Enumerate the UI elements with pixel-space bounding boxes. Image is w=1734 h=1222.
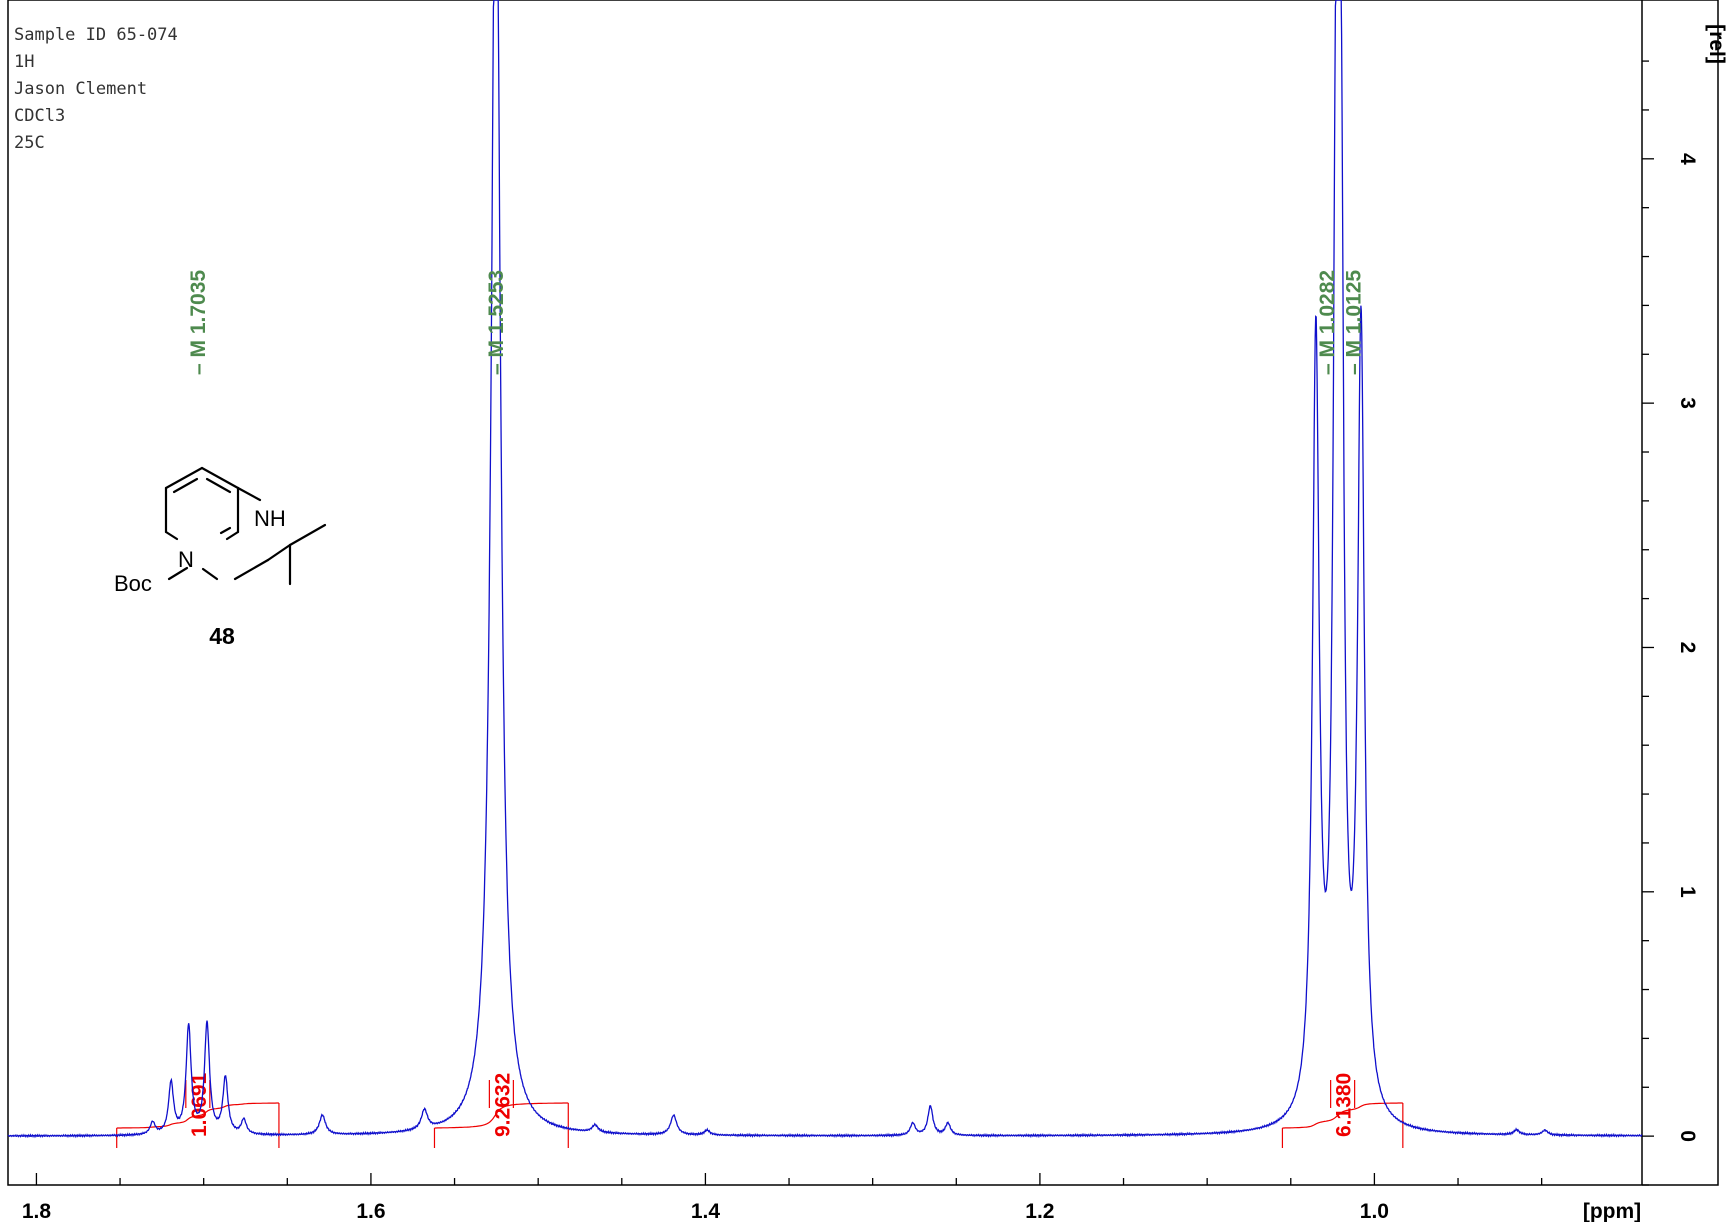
peak-label: – M 1.7035 (187, 270, 210, 375)
y-tick-label: 0 (1676, 1130, 1699, 1142)
peak-label: – M 1.0282 (1316, 270, 1339, 375)
integral-curve (434, 1102, 569, 1129)
y-tick-label: 2 (1676, 642, 1699, 654)
y-axis-ticks: 0 1 2 3 4 (1642, 60, 1699, 1186)
spectrum-line (7, 0, 1643, 1139)
integral-curves: 1.0691 9.2632 6.1380 (116, 1072, 1404, 1148)
molecule-structure (164, 466, 327, 586)
header-line-solvent: CDCl3 (14, 106, 65, 126)
compound-number: 48 (209, 623, 235, 649)
integral-value: 9.2632 (491, 1073, 514, 1137)
structure-label-boc: Boc (114, 571, 152, 596)
header-line-sample: Sample ID 65-074 (14, 25, 178, 45)
y-tick-label: 4 (1676, 153, 1699, 165)
x-axis-ticks: 1.8 1.6 1.4 1.2 1.0 (22, 1173, 1543, 1222)
peak-label: – M 1.5253 (485, 270, 508, 375)
peak-label: – M 1.0125 (1342, 270, 1365, 375)
peak-labels: – M 1.7035 – M 1.5253 – M 1.0282– M 1.0125 (187, 270, 1366, 375)
structure-label-n: N (178, 547, 194, 572)
structure-label-nh: NH (254, 506, 286, 531)
header-line-nucleus: 1H (14, 52, 34, 72)
integral-value: 1.0691 (188, 1072, 211, 1137)
integral-value: 6.1380 (1333, 1073, 1356, 1137)
header-block: Sample ID 65-074 1H Jason Clement CDCl3 … (14, 25, 178, 153)
x-tick-label: 1.6 (356, 1200, 385, 1222)
integral-curve (116, 1102, 279, 1129)
plot-frame (7, 0, 1719, 1186)
y-axis-label: [rel] (1705, 24, 1728, 64)
integral-curve (1282, 1102, 1403, 1129)
x-tick-label: 1.4 (691, 1200, 721, 1222)
x-tick-label: 1.0 (1360, 1200, 1389, 1222)
y-tick-label: 3 (1676, 397, 1699, 409)
x-tick-label: 1.8 (22, 1200, 52, 1222)
x-tick-label: 1.2 (1025, 1200, 1054, 1222)
header-line-operator: Jason Clement (14, 79, 147, 99)
header-line-temperature: 25C (14, 133, 45, 153)
x-axis-label: [ppm] (1583, 1200, 1641, 1222)
y-tick-label: 1 (1676, 886, 1699, 898)
